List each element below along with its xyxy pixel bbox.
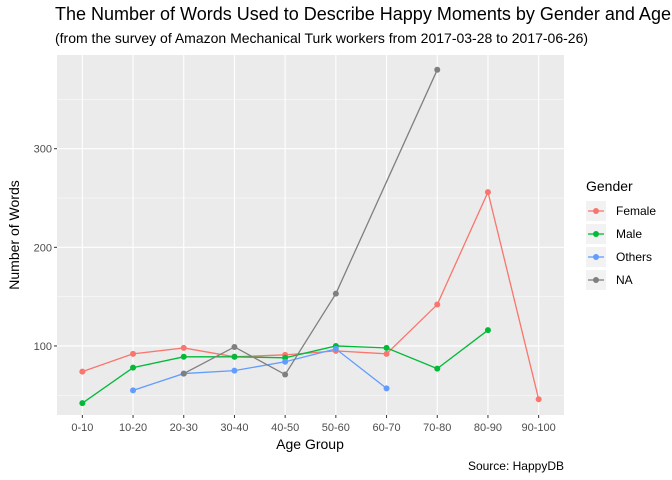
data-point-female [535,396,542,403]
data-point-others [130,387,137,394]
data-point-female [180,344,187,351]
data-point-female [484,189,491,196]
chart-title: The Number of Words Used to Describe Hap… [55,4,671,24]
legend-label: NA [616,273,633,287]
x-tick-label: 40-50 [271,422,299,434]
y-tick-label: 300 [34,144,52,156]
legend-item-others: Others [586,247,652,267]
legend-title: Gender [586,178,633,194]
data-point-female [130,350,137,357]
data-point-male [231,353,238,360]
x-tick-label: 70-80 [423,422,451,434]
data-point-others [383,385,390,392]
x-tick-label: 50-60 [322,422,350,434]
chart-subtitle: (from the survey of Amazon Mechanical Tu… [55,30,589,46]
data-point-female [79,368,86,375]
data-point-female [383,350,390,357]
data-point-others [282,358,289,365]
axes: 100 200 300 0-10 10-20 20-30 30-40 40-50 50-60 60… [34,144,556,434]
x-tick-label: 80-90 [474,422,502,434]
x-tick-label: 0-10 [71,422,93,434]
x-tick-label: 60-70 [372,422,400,434]
x-tick-label: 30-40 [220,422,248,434]
series-line-others [132,348,387,391]
x-tick-label: 20-30 [170,422,198,434]
data-point-na [434,66,441,73]
series-line-female [82,190,540,400]
legend-label: Others [616,250,652,264]
data-point-na [231,343,238,350]
y-tick-label: 200 [34,242,52,254]
legend-key-point [593,277,599,283]
x-tick-label: 10-20 [119,422,147,434]
data-point-na [332,290,339,297]
series-points [79,66,542,407]
data-point-male [484,327,491,334]
legend-item-na: NA [586,270,633,290]
data-point-male [130,364,137,371]
data-point-male [79,400,86,407]
legend-label: Male [616,227,642,241]
legend-item-male: Male [586,224,642,244]
chart-caption: Source: HappyDB [467,459,564,473]
y-axis-title: Number of Words [6,180,22,289]
data-point-male [383,344,390,351]
x-axis-title: Age Group [276,436,344,452]
y-tick-label: 100 [34,341,52,353]
data-point-others [231,367,238,374]
legend-label: Female [616,204,656,218]
x-tick-label: 90-100 [522,422,556,434]
legend-item-female: Female [586,201,656,221]
data-point-male [434,365,441,372]
data-point-na [282,371,289,378]
legend-key-point [593,231,599,237]
data-point-male [180,353,187,360]
grid-lines [57,55,564,415]
data-point-na [180,370,187,377]
legend-key-point [593,254,599,260]
data-point-others [332,345,339,352]
legend-key-point [593,208,599,214]
data-point-female [434,301,441,308]
legend: Gender Female Male Others NA [586,178,656,290]
